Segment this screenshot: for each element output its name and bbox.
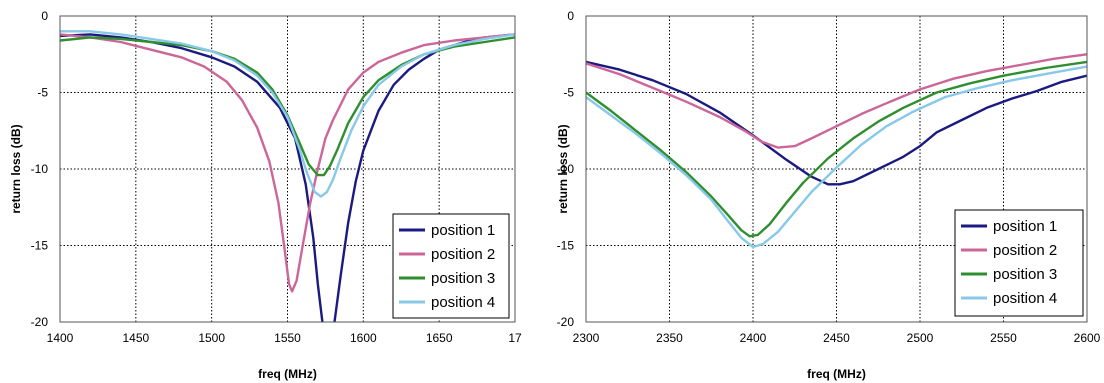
- x-tick-label: 1600: [350, 331, 377, 345]
- series-line-position-2: [586, 53, 1087, 149]
- x-tick-label: 1500: [198, 331, 225, 345]
- y-tick-label: 0: [567, 9, 574, 23]
- series-line-position-4: [60, 30, 515, 198]
- series-line-position-3: [586, 60, 1087, 238]
- y-axis-title: return loss (dB): [9, 124, 23, 213]
- x-tick-label: 2550: [990, 331, 1017, 345]
- x-tick-label: 2400: [740, 331, 767, 345]
- x-tick-label: 2300: [573, 331, 600, 345]
- series-line-position-4: [586, 65, 1087, 249]
- y-tick-label: 0: [41, 9, 48, 23]
- y-tick-label: -15: [557, 239, 575, 253]
- legend-label: position 1: [431, 222, 495, 239]
- y-tick-label: -10: [557, 162, 575, 176]
- y-tick-label: -5: [563, 86, 574, 100]
- plot-series: [60, 30, 515, 322]
- x-tick-label: 1450: [122, 331, 149, 345]
- x-tick-label: 1650: [426, 331, 453, 345]
- legend-label: position 2: [993, 242, 1057, 259]
- x-axis-title: freq (MHz): [258, 367, 317, 381]
- plot-frame: [585, 15, 1088, 323]
- series-line-position-1: [586, 60, 1087, 186]
- x-tick-label: 1550: [274, 331, 301, 345]
- plot-frame: [59, 15, 516, 323]
- y-tick-label: -20: [31, 315, 49, 329]
- chart-right: 2300 2350 2400 2450 2500 2550 2600 0 -5 -10 -15 -20…: [556, 9, 1101, 381]
- legend: position 1 position 2 position 3 position 4: [392, 213, 510, 319]
- legend-label: position 3: [993, 266, 1057, 283]
- legend-label: position 2: [431, 246, 495, 263]
- x-axis-title: freq (MHz): [807, 367, 866, 381]
- legend-label: position 3: [431, 270, 495, 287]
- x-tick-label: 2350: [656, 331, 683, 345]
- series-line-position-2: [60, 33, 515, 293]
- legend-label: position 4: [431, 294, 495, 311]
- x-tick-label: 2450: [823, 331, 850, 345]
- y-tick-label: -15: [31, 239, 49, 253]
- y-axis-title: return loss (dB): [556, 124, 570, 213]
- legend-label: position 4: [993, 290, 1057, 307]
- y-tick-label: -10: [31, 162, 49, 176]
- y-tick-label: -5: [37, 86, 48, 100]
- chart-left: 1400 1450 1500 1550 1600 1650 17 0 -5 -10 -15 -20 fr…: [9, 9, 522, 381]
- plot-series: [586, 53, 1087, 249]
- x-tick-label: 2600: [1074, 331, 1101, 345]
- x-tick-label: 1400: [47, 331, 74, 345]
- x-tick-label: 2500: [907, 331, 934, 345]
- legend: position 1 position 2 position 3 position 4: [954, 209, 1084, 317]
- legend-label: position 1: [993, 218, 1057, 235]
- x-tick-label: 17: [508, 331, 522, 345]
- y-tick-label: -20: [557, 315, 575, 329]
